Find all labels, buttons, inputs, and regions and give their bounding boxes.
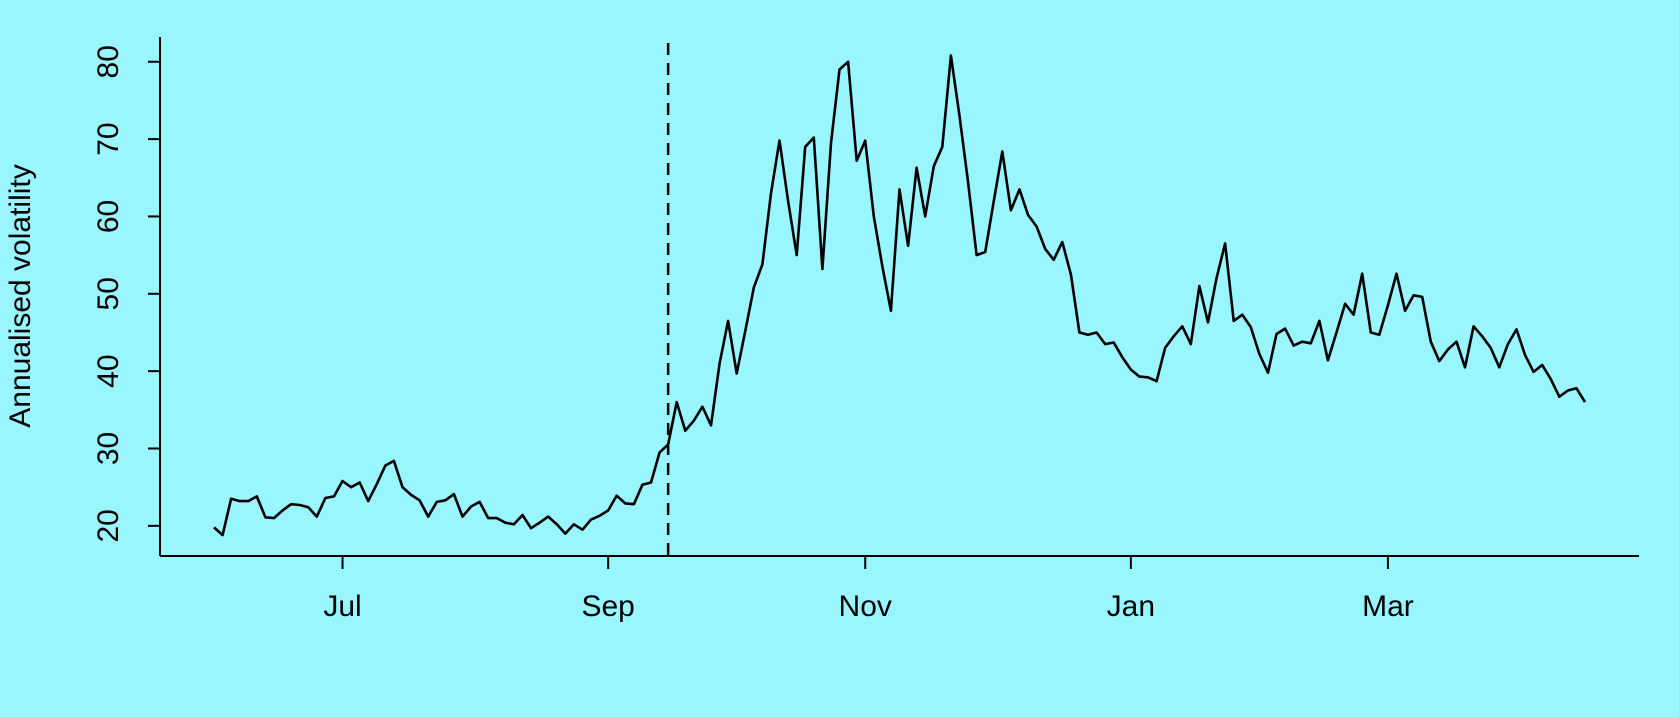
x-tick-label: Mar: [1362, 590, 1414, 623]
y-tick-label: 60: [92, 200, 125, 233]
y-tick-label: 80: [92, 45, 125, 78]
y-axis-label: Annualised volatility: [4, 164, 37, 427]
y-tick-label: 50: [92, 277, 125, 310]
y-tick-label: 40: [92, 354, 125, 387]
x-tick-label: Sep: [581, 590, 634, 623]
data-line: [213, 54, 1587, 537]
y-tick-label: 20: [92, 509, 125, 542]
y-tick-label: 70: [92, 122, 125, 155]
y-tick-label: 30: [92, 432, 125, 465]
x-tick-label: Jan: [1107, 590, 1155, 623]
x-tick-label: Jul: [323, 590, 361, 623]
x-tick-label: Nov: [839, 590, 892, 623]
